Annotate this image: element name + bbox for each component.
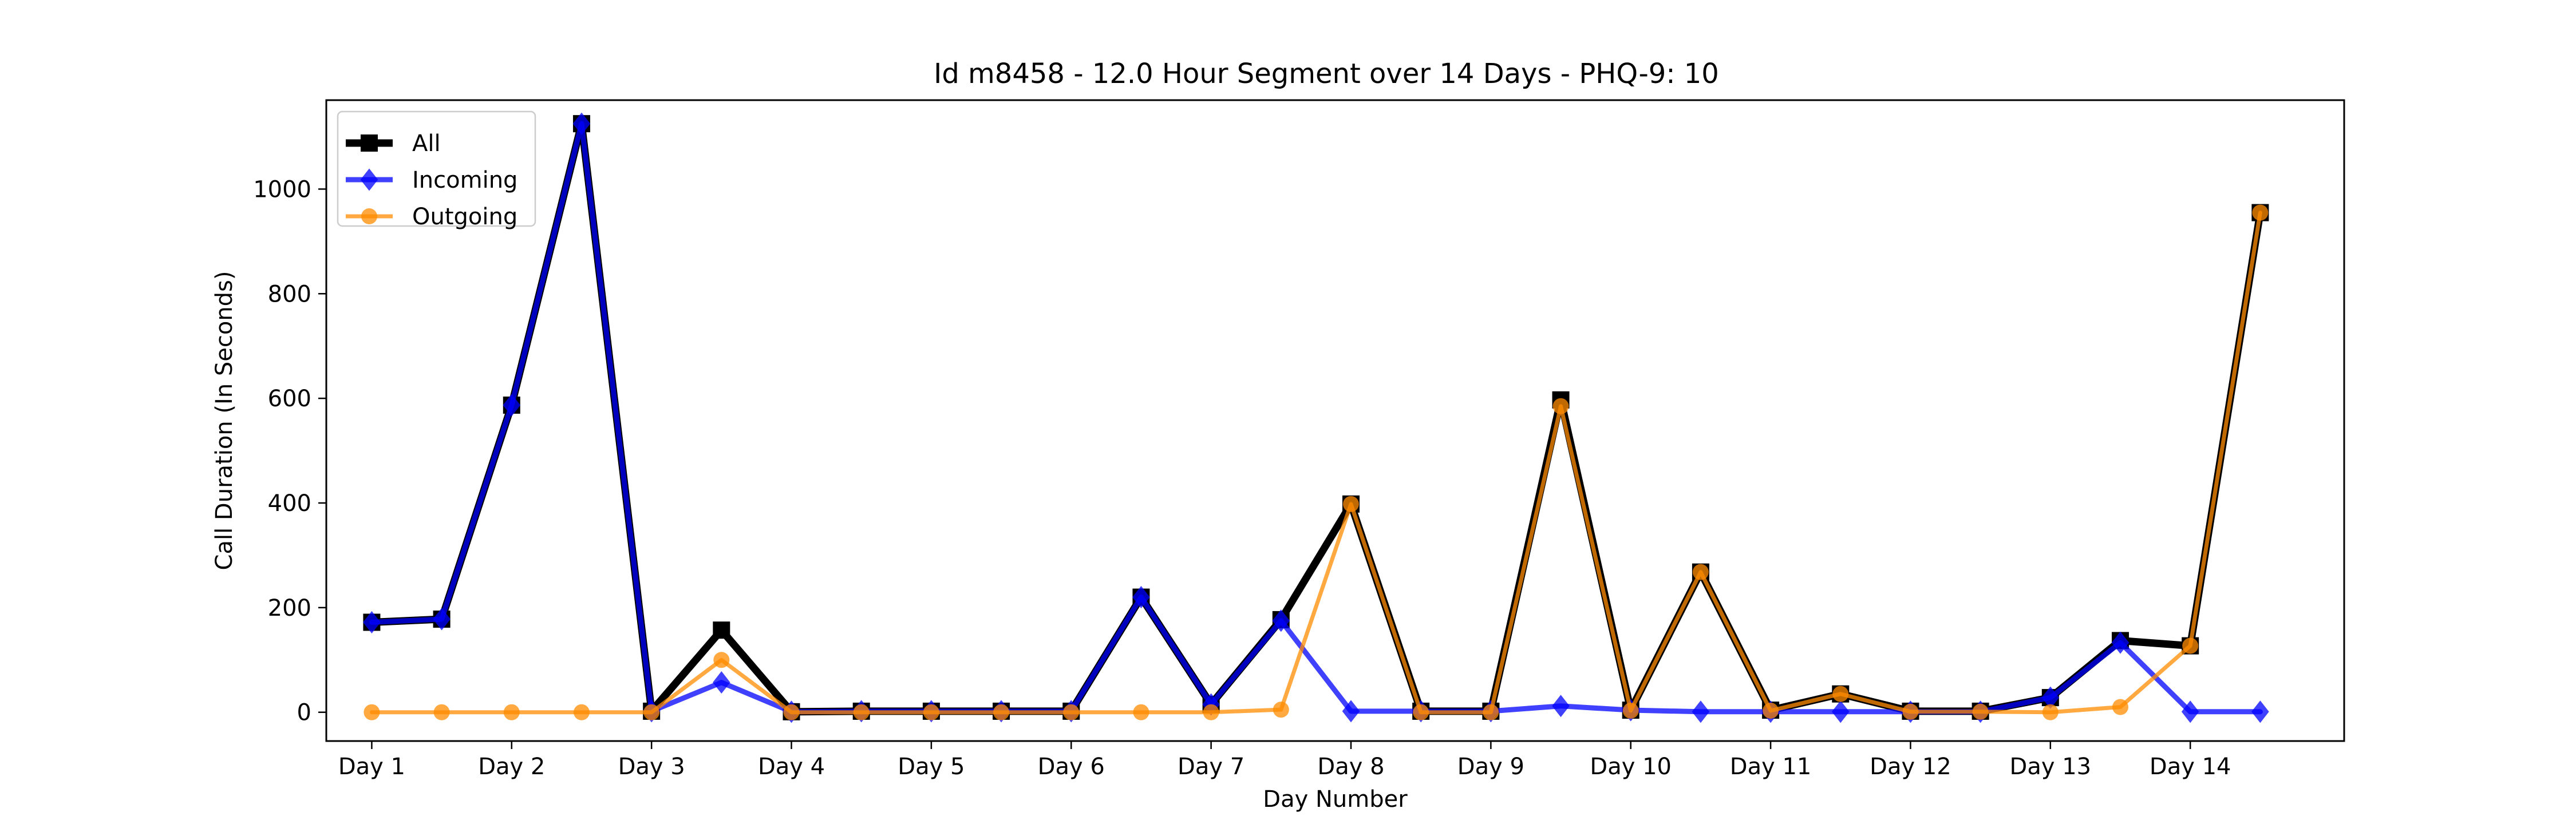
legend-item-outgoing: Outgoing bbox=[346, 204, 517, 230]
data-point bbox=[1272, 609, 1290, 632]
data-point bbox=[713, 652, 730, 668]
data-point bbox=[1413, 704, 1429, 720]
data-point bbox=[2112, 699, 2129, 715]
data-point bbox=[713, 671, 730, 694]
data-point bbox=[1552, 695, 1570, 718]
x-tick-label: Day 7 bbox=[1178, 754, 1244, 780]
x-tick-label: Day 9 bbox=[1457, 754, 1524, 780]
data-point bbox=[1133, 704, 1149, 720]
data-point bbox=[713, 621, 730, 639]
data-point bbox=[360, 168, 378, 191]
data-point bbox=[2181, 700, 2199, 723]
data-point bbox=[853, 704, 870, 720]
legend-item-all: All bbox=[346, 130, 441, 157]
chart-title: Id m8458 - 12.0 Hour Segment over 14 Day… bbox=[934, 58, 1719, 90]
data-point bbox=[923, 704, 939, 720]
data-point bbox=[433, 608, 451, 631]
y-tick-label: 200 bbox=[268, 595, 311, 621]
x-tick-label: Day 6 bbox=[1038, 754, 1105, 780]
data-point bbox=[1831, 700, 1850, 723]
data-point bbox=[361, 134, 378, 152]
data-point bbox=[503, 394, 521, 417]
x-tick-label: Day 2 bbox=[478, 754, 545, 780]
x-tick-label: Day 3 bbox=[618, 754, 685, 780]
legend: All Incoming Outgoing bbox=[337, 110, 536, 230]
legend-item-incoming: Incoming bbox=[346, 167, 517, 193]
data-point bbox=[1203, 704, 1219, 720]
y-tick-label: 600 bbox=[268, 386, 311, 412]
data-point bbox=[433, 704, 450, 720]
data-point bbox=[993, 704, 1010, 720]
data-point bbox=[1902, 703, 1919, 720]
legend-label: All bbox=[412, 130, 441, 157]
series-outgoing bbox=[364, 204, 2269, 720]
data-point bbox=[2182, 637, 2199, 654]
data-point bbox=[1483, 704, 1499, 720]
y-tick-label: 1000 bbox=[253, 176, 311, 203]
data-point bbox=[2252, 204, 2269, 221]
data-point bbox=[2251, 700, 2269, 723]
data-point bbox=[573, 704, 590, 720]
x-tick-label: Day 12 bbox=[1870, 754, 1951, 780]
data-point bbox=[1622, 702, 1639, 719]
data-point bbox=[1832, 686, 1849, 702]
series-line bbox=[369, 211, 2262, 715]
data-point bbox=[1132, 586, 1150, 609]
x-tick-label: Day 5 bbox=[898, 754, 965, 780]
data-point bbox=[361, 208, 377, 224]
x-tick-label: Day 8 bbox=[1317, 754, 1384, 780]
plot-area-frame bbox=[325, 99, 2345, 742]
data-point bbox=[1342, 700, 1360, 723]
data-point bbox=[643, 704, 660, 720]
y-tick-label: 800 bbox=[268, 281, 311, 307]
data-point bbox=[1063, 704, 1080, 720]
x-tick-label: Day 11 bbox=[1730, 754, 1812, 780]
x-tick-label: Day 14 bbox=[2150, 754, 2231, 780]
data-point bbox=[1692, 700, 1710, 723]
data-point bbox=[1552, 398, 1569, 414]
data-point bbox=[1692, 564, 1709, 580]
data-point bbox=[363, 611, 381, 634]
y-tick-label: 0 bbox=[297, 700, 311, 726]
data-point bbox=[1763, 702, 1779, 719]
data-point bbox=[2111, 631, 2129, 654]
legend-label: Incoming bbox=[412, 167, 517, 193]
axis-ticks: Day 1 Day 2 Day 3 Day 4 Day 5 Day 6 Day 7 Day 8… bbox=[253, 176, 2231, 780]
x-axis-label: Day Number bbox=[1263, 786, 1408, 813]
data-point bbox=[1342, 496, 1359, 512]
data-point bbox=[783, 704, 800, 720]
data-point bbox=[364, 704, 380, 720]
data-point bbox=[503, 704, 520, 720]
legend-label: Outgoing bbox=[412, 204, 517, 230]
data-point bbox=[2041, 686, 2060, 709]
x-tick-label: Day 1 bbox=[338, 754, 405, 780]
data-point bbox=[572, 112, 591, 135]
y-tick-label: 400 bbox=[268, 490, 311, 517]
x-tick-label: Day 4 bbox=[758, 754, 825, 780]
data-point bbox=[1273, 702, 1289, 718]
data-point bbox=[2042, 704, 2059, 720]
series-lines bbox=[363, 112, 2269, 723]
y-axis-label: Call Duration (In Seconds) bbox=[211, 271, 238, 571]
x-tick-label: Day 13 bbox=[2010, 754, 2092, 780]
data-point bbox=[1972, 703, 1989, 720]
x-tick-label: Day 10 bbox=[1590, 754, 1672, 780]
